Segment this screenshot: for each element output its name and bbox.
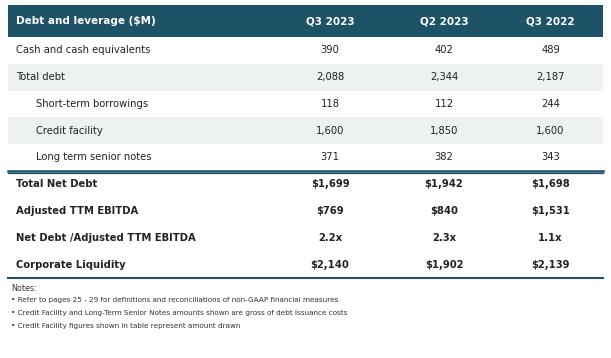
Text: Credit facility: Credit facility <box>36 126 103 136</box>
Bar <box>8 64 603 91</box>
Text: $2,140: $2,140 <box>310 260 349 270</box>
Bar <box>8 117 603 144</box>
Text: Q2 2023: Q2 2023 <box>420 16 468 26</box>
Text: Total debt: Total debt <box>16 72 65 82</box>
Text: 1.1x: 1.1x <box>538 233 563 243</box>
Text: $1,942: $1,942 <box>425 179 463 189</box>
Bar <box>8 198 603 224</box>
Text: 390: 390 <box>321 45 340 55</box>
Text: $840: $840 <box>430 206 458 216</box>
Text: Cash and cash equivalents: Cash and cash equivalents <box>16 45 150 55</box>
Text: 244: 244 <box>541 99 560 109</box>
Text: 2.2x: 2.2x <box>318 233 342 243</box>
Bar <box>8 91 603 117</box>
Bar <box>8 251 603 278</box>
Text: Corporate Liquidity: Corporate Liquidity <box>16 260 126 270</box>
Bar <box>8 144 603 171</box>
Text: 2.3x: 2.3x <box>432 233 456 243</box>
Text: Q3 2022: Q3 2022 <box>526 16 575 26</box>
Text: 118: 118 <box>321 99 340 109</box>
Text: Q3 2023: Q3 2023 <box>306 16 354 26</box>
Text: 1,850: 1,850 <box>430 126 458 136</box>
Text: 1,600: 1,600 <box>316 126 344 136</box>
Text: Long term senior notes: Long term senior notes <box>36 153 152 163</box>
Text: Adjusted TTM EBITDA: Adjusted TTM EBITDA <box>16 206 138 216</box>
Text: Notes:: Notes: <box>11 284 37 293</box>
Text: 402: 402 <box>434 45 453 55</box>
Text: 2,344: 2,344 <box>430 72 458 82</box>
Text: • Credit Facility and Long-Term Senior Notes amounts shown are gross of debt iss: • Credit Facility and Long-Term Senior N… <box>11 310 348 316</box>
Bar <box>8 171 603 198</box>
Text: Net Debt /Adjusted TTM EBITDA: Net Debt /Adjusted TTM EBITDA <box>16 233 196 243</box>
Text: 371: 371 <box>321 153 340 163</box>
Bar <box>8 224 603 251</box>
Text: $769: $769 <box>316 206 344 216</box>
Text: $1,531: $1,531 <box>531 206 570 216</box>
Text: $2,139: $2,139 <box>531 260 569 270</box>
Text: Debt and leverage ($M): Debt and leverage ($M) <box>16 16 156 26</box>
Text: Short-term borrowings: Short-term borrowings <box>36 99 148 109</box>
Text: 489: 489 <box>541 45 560 55</box>
Text: • Credit Facility figures shown in table represent amount drawn: • Credit Facility figures shown in table… <box>11 323 240 329</box>
Text: $1,698: $1,698 <box>531 179 570 189</box>
Text: • Refer to pages 25 - 29 for definitions and reconciliations of non-GAAP financi: • Refer to pages 25 - 29 for definitions… <box>11 297 338 303</box>
Bar <box>8 37 603 64</box>
Text: 2,088: 2,088 <box>316 72 344 82</box>
Bar <box>8 5 603 37</box>
Text: 1,600: 1,600 <box>536 126 565 136</box>
Text: 382: 382 <box>434 153 453 163</box>
Text: 2,187: 2,187 <box>536 72 565 82</box>
Text: $1,902: $1,902 <box>425 260 463 270</box>
Text: 112: 112 <box>434 99 453 109</box>
Text: $1,699: $1,699 <box>310 179 349 189</box>
Text: Total Net Debt: Total Net Debt <box>16 179 97 189</box>
Text: 343: 343 <box>541 153 560 163</box>
